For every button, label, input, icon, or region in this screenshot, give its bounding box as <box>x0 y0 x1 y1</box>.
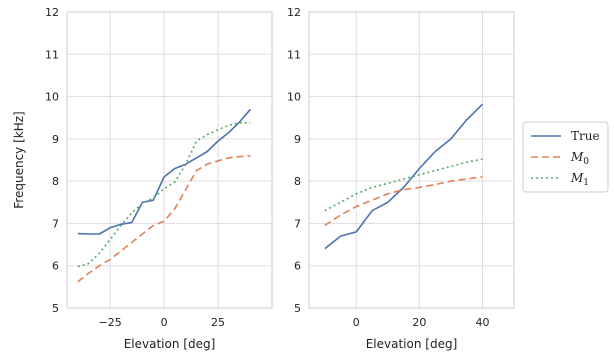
y-tick-label: 5 <box>294 302 301 315</box>
series-line-m1 <box>324 158 483 212</box>
y-tick-label: 10 <box>287 91 301 104</box>
x-tick-label: 40 <box>475 316 489 329</box>
y-tick-label: 7 <box>294 217 301 230</box>
series-line-m1 <box>77 122 251 268</box>
y-tick-label: 9 <box>52 133 59 146</box>
series-line-m0 <box>324 176 483 227</box>
x-axis-label: Elevation [deg] <box>124 337 216 351</box>
series-line-true <box>324 103 484 250</box>
y-axis-label: Frequency [kHz] <box>12 111 26 208</box>
plot-frame <box>308 11 515 309</box>
series-line-m0 <box>77 155 251 283</box>
x-tick-label: −25 <box>99 316 122 329</box>
legend-box <box>522 121 609 193</box>
y-tick-label: 8 <box>52 175 59 188</box>
x-axis-label: Elevation [deg] <box>366 337 458 351</box>
series-line-true <box>77 108 252 235</box>
y-tick-label: 6 <box>294 260 301 273</box>
left-plot-panel: 5 6 7 8 9 10 11 12 −25 0 25 Elevation [deg] Frequenc… <box>12 6 273 351</box>
y-tick-label: 7 <box>52 217 59 230</box>
x-tick-label: 25 <box>211 316 225 329</box>
x-tick-label: 0 <box>353 316 360 329</box>
plot-frame <box>66 11 273 309</box>
y-tick-label: 11 <box>287 48 301 61</box>
y-tick-label: 6 <box>52 260 59 273</box>
legend-label: True <box>571 129 600 143</box>
y-tick-label: 12 <box>45 6 59 19</box>
right-plot-panel: 5 6 7 8 9 10 11 12 0 20 40 Elevation [deg] <box>287 6 515 351</box>
x-tick-label: 0 <box>161 316 168 329</box>
x-tick-label: 20 <box>412 316 426 329</box>
y-tick-label: 11 <box>45 48 59 61</box>
y-tick-label: 12 <box>287 6 301 19</box>
y-tick-label: 5 <box>52 302 59 315</box>
y-tick-label: 10 <box>45 91 59 104</box>
y-tick-label: 8 <box>294 175 301 188</box>
y-tick-label: 9 <box>294 133 301 146</box>
